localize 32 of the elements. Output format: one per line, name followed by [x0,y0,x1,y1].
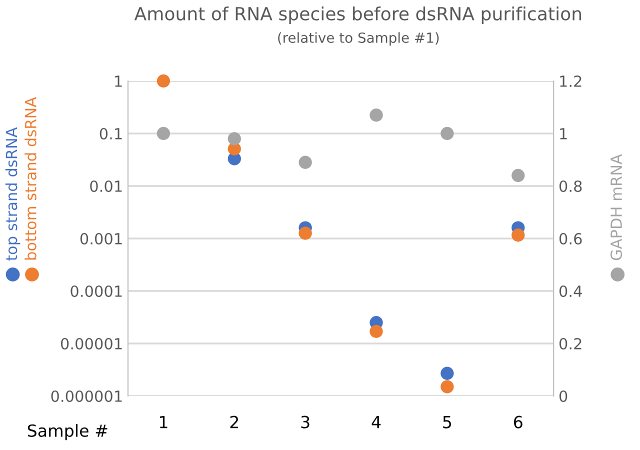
x-tick-label: 2 [230,416,238,428]
x-tick-label: 5 [443,416,452,428]
y2-tick-label: 0.8 [559,180,582,192]
point [512,228,525,242]
y2-tick-label: 0.6 [559,232,582,245]
y-tick-label: 0.0001 [70,285,122,298]
y-tick-label: 0.001 [80,232,122,245]
y-tick-label: 0.000001 [51,390,122,402]
x-tick-label: 1 [160,416,168,428]
y2-tick-label: 1.2 [560,75,582,87]
point [440,366,454,380]
y-tick-label: 1 [115,76,122,87]
text: GAPDH mRNA [610,154,622,260]
y-tick-label: 0.01 [90,180,122,192]
point [298,226,312,240]
text: bottom strand dsRNA [24,97,36,260]
chart-title: Amount of RNA species before dsRNA purification [134,6,582,24]
y-tick-label: 0.00001 [60,338,122,350]
x-tick-label: 4 [372,416,381,428]
x-tick-label: 3 [301,416,310,428]
x-tick-label: 6 [514,416,522,428]
y2-tick-label: 1 [560,128,567,140]
y-tick-label: 0.1 [100,128,122,140]
chart-subtitle: (relative to Sample #1) [278,32,439,46]
point [370,324,383,338]
text: top strand dsRNA [5,127,20,261]
y2-tick-label: 0.4 [559,285,582,298]
y2-tick-label: 0.2 [559,338,582,350]
y2-tick-label: 0 [559,390,568,402]
point [156,74,170,88]
point [440,380,454,394]
x-axis-title: Sample # [28,424,108,440]
